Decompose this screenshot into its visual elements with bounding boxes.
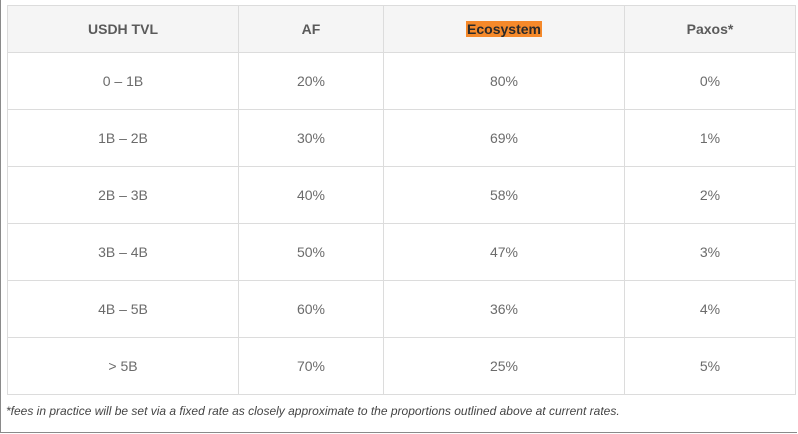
cell-af: 30%	[238, 109, 384, 167]
cell-af: 60%	[238, 280, 384, 338]
cell-ecosystem: 36%	[383, 280, 625, 338]
cell-usdh-tvl: 2B – 3B	[7, 166, 239, 224]
cell-af: 20%	[238, 52, 384, 110]
cell-usdh-tvl: 4B – 5B	[7, 280, 239, 338]
cell-af: 70%	[238, 337, 384, 395]
header-ecosystem: Ecosystem	[383, 5, 625, 53]
highlighted-text: Ecosystem	[466, 21, 542, 37]
cell-af: 40%	[238, 166, 384, 224]
cell-usdh-tvl: 1B – 2B	[7, 109, 239, 167]
cell-paxos: 3%	[624, 223, 796, 281]
header-af: AF	[238, 5, 384, 53]
fee-split-table: USDH TVL AF Ecosystem Paxos* 0 – 1B 20% 80…	[7, 5, 796, 395]
cell-paxos: 0%	[624, 52, 796, 110]
table-row: 1B – 2B 30% 69% 1%	[7, 109, 796, 167]
table-header-row: USDH TVL AF Ecosystem Paxos*	[7, 5, 796, 53]
cell-ecosystem: 69%	[383, 109, 625, 167]
cell-paxos: 2%	[624, 166, 796, 224]
footnote: *fees in practice will be set via a fixe…	[6, 404, 620, 418]
table-row: 0 – 1B 20% 80% 0%	[7, 52, 796, 110]
header-paxos: Paxos*	[624, 5, 796, 53]
cell-usdh-tvl: > 5B	[7, 337, 239, 395]
cell-ecosystem: 80%	[383, 52, 625, 110]
cell-usdh-tvl: 0 – 1B	[7, 52, 239, 110]
table-row: 2B – 3B 40% 58% 2%	[7, 166, 796, 224]
table-row: > 5B 70% 25% 5%	[7, 337, 796, 395]
cell-ecosystem: 58%	[383, 166, 625, 224]
cell-paxos: 4%	[624, 280, 796, 338]
cell-paxos: 5%	[624, 337, 796, 395]
cell-usdh-tvl: 3B – 4B	[7, 223, 239, 281]
cell-af: 50%	[238, 223, 384, 281]
cell-paxos: 1%	[624, 109, 796, 167]
cell-ecosystem: 47%	[383, 223, 625, 281]
table-row: 4B – 5B 60% 36% 4%	[7, 280, 796, 338]
table-row: 3B – 4B 50% 47% 3%	[7, 223, 796, 281]
header-usdh-tvl: USDH TVL	[7, 5, 239, 53]
cell-ecosystem: 25%	[383, 337, 625, 395]
